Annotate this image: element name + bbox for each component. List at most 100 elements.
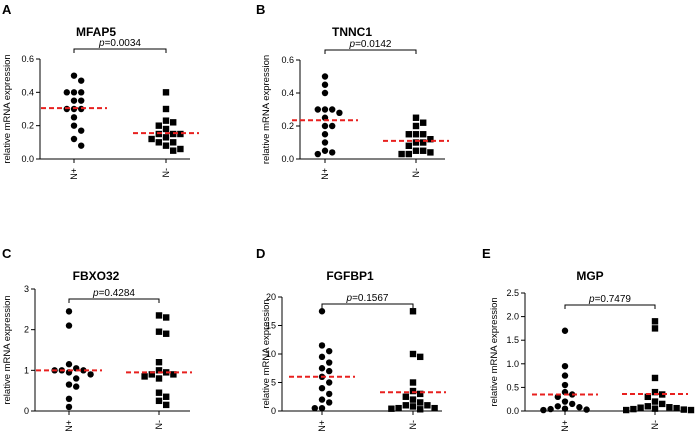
panel-letter: A xyxy=(2,2,12,17)
significance-bracket xyxy=(321,303,414,308)
data-point-square xyxy=(651,405,659,412)
y-axis-label: relative mRNA expression xyxy=(489,297,500,406)
y-axis-label: relative mRNA expression xyxy=(261,299,272,408)
data-point-circle xyxy=(65,361,73,368)
data-point-square xyxy=(673,404,680,412)
data-point-circle xyxy=(321,122,329,130)
data-point-circle xyxy=(583,406,590,413)
data-point-circle xyxy=(314,106,321,113)
data-point-circle xyxy=(321,73,329,80)
data-point-square xyxy=(644,393,651,401)
data-point-circle xyxy=(561,405,569,412)
data-point-circle xyxy=(554,403,561,410)
data-point-square xyxy=(417,406,424,413)
data-point-circle xyxy=(329,149,336,156)
data-point-square xyxy=(412,114,420,121)
data-point-circle xyxy=(326,390,333,398)
y-tick-label: 2.0 xyxy=(506,312,519,322)
y-tick-label: 0.0 xyxy=(281,154,294,164)
data-point-circle xyxy=(318,308,326,315)
data-point-circle xyxy=(318,365,326,372)
data-point-square xyxy=(402,393,409,400)
chart-title: FBXO32 xyxy=(73,269,120,283)
data-point-circle xyxy=(561,398,569,405)
data-point-square xyxy=(659,400,666,408)
chart-panel-c: C FBXO32 relative mRNA expression 0 1 2 3 N+ N-p… xyxy=(2,246,192,432)
x-category-label: N- xyxy=(154,420,164,430)
data-point-square xyxy=(170,371,177,378)
data-point-square xyxy=(424,402,431,409)
data-point-circle xyxy=(311,404,318,412)
y-tick-label: 3 xyxy=(24,284,29,294)
chart-title: MFAP5 xyxy=(76,25,116,39)
data-point-circle xyxy=(65,308,73,315)
significance-bracket xyxy=(564,304,656,309)
data-point-square xyxy=(162,105,170,113)
data-point-square xyxy=(405,142,412,149)
data-point-circle xyxy=(73,383,80,390)
data-point-circle xyxy=(329,122,336,130)
data-point-square xyxy=(155,367,163,374)
data-point-circle xyxy=(318,353,326,361)
p-value-number: =0.7479 xyxy=(595,294,632,305)
data-point-square xyxy=(163,401,170,409)
x-category-label: N- xyxy=(411,168,421,178)
x-category-label: N+ xyxy=(320,168,330,180)
data-point-square xyxy=(427,149,434,156)
data-point-circle xyxy=(321,89,329,97)
panel-letter: C xyxy=(2,246,12,261)
data-point-square xyxy=(651,388,659,396)
data-point-circle xyxy=(314,150,321,158)
data-point-circle xyxy=(561,362,569,370)
data-point-square xyxy=(148,135,155,143)
y-axis-label: relative mRNA expression xyxy=(2,295,13,404)
data-point-square xyxy=(162,142,170,149)
data-point-square xyxy=(402,402,409,409)
data-point-square xyxy=(163,393,170,400)
data-point-square xyxy=(170,119,177,126)
data-point-circle xyxy=(65,322,73,329)
data-point-square xyxy=(155,375,163,382)
data-point-square xyxy=(409,350,417,358)
data-point-circle xyxy=(321,139,329,146)
data-point-circle xyxy=(321,106,329,113)
data-point-square xyxy=(409,379,417,386)
data-point-circle xyxy=(78,89,85,96)
data-point-square xyxy=(155,139,162,146)
data-point-circle xyxy=(547,405,554,413)
data-point-square xyxy=(417,399,424,406)
p-symbol: p xyxy=(346,293,353,304)
data-point-circle xyxy=(318,385,326,392)
data-point-square xyxy=(409,308,417,315)
y-tick-label: 0.2 xyxy=(21,121,34,131)
data-point-square xyxy=(666,404,673,411)
data-point-circle xyxy=(321,81,329,88)
data-point-circle xyxy=(65,403,73,411)
data-point-circle xyxy=(326,379,333,386)
data-point-circle xyxy=(326,399,333,406)
data-point-square xyxy=(141,373,148,380)
panel-letter: B xyxy=(256,2,265,17)
data-point-square xyxy=(155,122,162,129)
data-point-square xyxy=(420,147,427,154)
data-point-circle xyxy=(80,367,87,374)
panel-letter: D xyxy=(256,246,265,261)
x-category-label: N- xyxy=(650,420,660,430)
data-point-square xyxy=(651,398,659,405)
data-point-circle xyxy=(326,347,333,355)
data-point-square xyxy=(630,405,637,413)
data-point-circle xyxy=(73,375,80,382)
y-tick-label: 2.5 xyxy=(506,288,519,298)
data-point-circle xyxy=(326,359,333,366)
data-point-circle xyxy=(70,97,78,104)
x-category-label: N- xyxy=(161,168,171,178)
data-point-square xyxy=(412,147,420,154)
data-point-square xyxy=(412,139,420,146)
data-point-square xyxy=(409,396,417,403)
p-symbol: p xyxy=(98,38,105,49)
data-point-circle xyxy=(321,131,329,138)
significance-bracket xyxy=(73,48,167,53)
data-point-square xyxy=(163,330,170,337)
data-point-square xyxy=(687,406,695,414)
